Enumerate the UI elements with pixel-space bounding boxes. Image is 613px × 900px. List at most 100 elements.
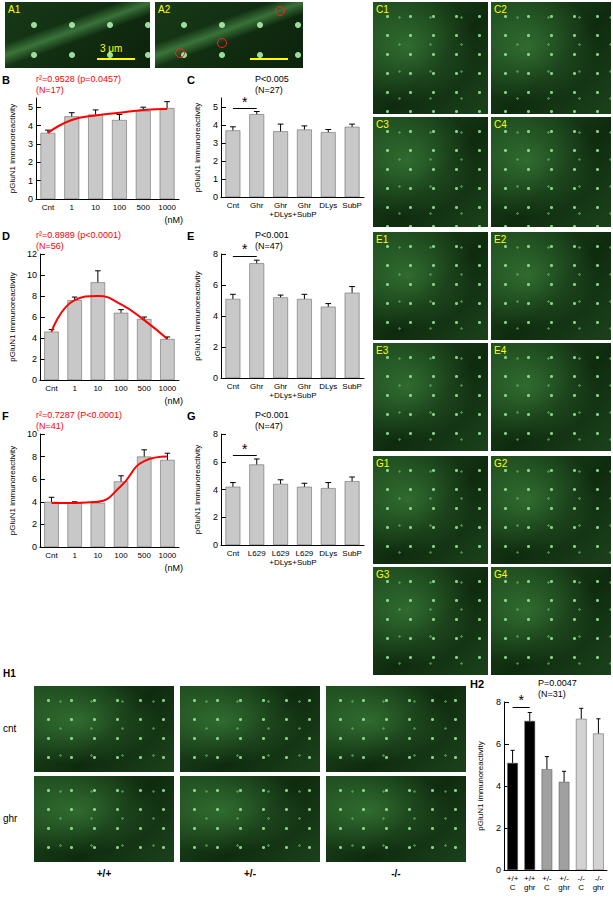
svg-text:Cnt: Cnt xyxy=(45,384,58,393)
svg-text:6: 6 xyxy=(32,312,37,322)
svg-text:Cnt: Cnt xyxy=(227,382,240,391)
svg-text:3: 3 xyxy=(213,138,218,148)
svg-text:*: * xyxy=(242,94,248,110)
svg-text:10: 10 xyxy=(27,429,37,439)
svg-text:Ghr: Ghr xyxy=(274,382,288,391)
svg-text:(N=27): (N=27) xyxy=(255,85,283,95)
svg-text:2: 2 xyxy=(28,157,33,167)
svg-text:L629: L629 xyxy=(296,549,314,558)
svg-text:+DLys: +DLys xyxy=(269,558,292,567)
svg-text:1000: 1000 xyxy=(159,551,177,560)
svg-text:10: 10 xyxy=(93,384,102,393)
svg-text:Cnt: Cnt xyxy=(227,201,240,210)
svg-text:pGluN1 immunoreactivity: pGluN1 immunoreactivity xyxy=(193,445,202,534)
svg-text:L629: L629 xyxy=(248,549,266,558)
svg-text:ghr: ghr xyxy=(524,883,536,892)
svg-text:r²=0.8989 (p<0.0001): r²=0.8989 (p<0.0001) xyxy=(36,230,121,240)
svg-text:1000: 1000 xyxy=(158,203,176,212)
svg-text:L629: L629 xyxy=(272,549,290,558)
svg-text:Ghr: Ghr xyxy=(250,201,264,210)
svg-text:2: 2 xyxy=(32,519,37,529)
svg-text:Ghr: Ghr xyxy=(274,201,288,210)
svg-text:Ghr: Ghr xyxy=(298,201,312,210)
svg-text:5: 5 xyxy=(28,102,33,112)
svg-text:1: 1 xyxy=(72,551,77,560)
svg-text:pGluN1 immunoreactivity: pGluN1 immunoreactivity xyxy=(193,271,202,360)
svg-text:G: G xyxy=(187,410,196,422)
svg-text:Cnt: Cnt xyxy=(45,551,58,560)
svg-text:2: 2 xyxy=(496,823,501,833)
svg-text:0: 0 xyxy=(213,540,218,550)
svg-text:3: 3 xyxy=(28,139,33,149)
svg-text:*: * xyxy=(242,241,248,257)
svg-text:10: 10 xyxy=(93,551,102,560)
svg-text:6: 6 xyxy=(32,474,37,484)
svg-text:C: C xyxy=(510,883,516,892)
svg-text:0: 0 xyxy=(213,192,218,202)
svg-text:0: 0 xyxy=(28,194,33,204)
svg-text:(N=47): (N=47) xyxy=(255,241,283,251)
svg-text:-/-: -/- xyxy=(595,874,603,883)
svg-text:(nM): (nM) xyxy=(165,396,184,406)
svg-text:10: 10 xyxy=(91,203,100,212)
svg-text:pGluN1 immunoreactivity: pGluN1 immunoreactivity xyxy=(193,103,202,192)
svg-text:*: * xyxy=(242,441,248,457)
svg-text:B: B xyxy=(2,74,10,86)
svg-text:-/-: -/- xyxy=(577,874,585,883)
svg-text:4: 4 xyxy=(213,311,218,321)
svg-text:(nM): (nM) xyxy=(165,563,184,573)
svg-text:Cnt: Cnt xyxy=(227,549,240,558)
svg-text:8: 8 xyxy=(32,291,37,301)
svg-text:1: 1 xyxy=(70,203,75,212)
svg-text:0: 0 xyxy=(213,373,218,383)
svg-text:C: C xyxy=(187,74,195,86)
svg-text:0: 0 xyxy=(32,375,37,385)
svg-text:4: 4 xyxy=(28,121,33,131)
svg-text:pGluN1 immunoreactivity: pGluN1 immunoreactivity xyxy=(8,446,17,535)
svg-text:500: 500 xyxy=(138,384,152,393)
svg-text:Ghr: Ghr xyxy=(250,382,264,391)
svg-text:pGluN1 immunoreactivity: pGluN1 immunoreactivity xyxy=(8,104,17,193)
svg-text:1: 1 xyxy=(213,174,218,184)
svg-text:8: 8 xyxy=(213,249,218,259)
svg-text:4: 4 xyxy=(32,333,37,343)
svg-text:8: 8 xyxy=(32,452,37,462)
svg-text:+/+: +/+ xyxy=(507,874,519,883)
svg-text:Cnt: Cnt xyxy=(42,203,55,212)
svg-text:+/-: +/- xyxy=(559,874,569,883)
svg-text:+SubP: +SubP xyxy=(292,391,316,400)
svg-text:100: 100 xyxy=(113,203,127,212)
svg-text:*: * xyxy=(518,692,524,708)
svg-text:8: 8 xyxy=(496,697,501,707)
svg-text:C: C xyxy=(578,883,584,892)
svg-text:E: E xyxy=(187,230,194,242)
svg-text:ghr: ghr xyxy=(558,883,570,892)
svg-text:10: 10 xyxy=(27,270,37,280)
svg-text:8: 8 xyxy=(213,429,218,439)
svg-text:+/-: +/- xyxy=(542,874,552,883)
svg-text:F: F xyxy=(2,410,9,422)
svg-text:H2: H2 xyxy=(470,678,484,690)
svg-text:0: 0 xyxy=(496,865,501,875)
svg-text:2: 2 xyxy=(213,512,218,522)
svg-text:100: 100 xyxy=(114,384,128,393)
svg-text:500: 500 xyxy=(138,551,152,560)
svg-text:(N=56): (N=56) xyxy=(36,241,64,251)
svg-text:SubP: SubP xyxy=(342,382,362,391)
svg-text:(N=47): (N=47) xyxy=(255,421,283,431)
svg-text:ghr: ghr xyxy=(593,883,605,892)
svg-text:1000: 1000 xyxy=(159,384,177,393)
svg-text:Ghr: Ghr xyxy=(298,382,312,391)
svg-text:6: 6 xyxy=(213,280,218,290)
svg-text:SubP: SubP xyxy=(342,549,362,558)
svg-text:1: 1 xyxy=(72,384,77,393)
svg-text:(N=41): (N=41) xyxy=(36,421,64,431)
svg-text:1: 1 xyxy=(28,176,33,186)
svg-text:2: 2 xyxy=(213,156,218,166)
svg-text:SubP: SubP xyxy=(342,201,362,210)
svg-text:+DLys: +DLys xyxy=(269,391,292,400)
svg-text:4: 4 xyxy=(496,781,501,791)
svg-text:DLys: DLys xyxy=(319,382,337,391)
svg-text:r²=0.7287 (P<0.0001): r²=0.7287 (P<0.0001) xyxy=(36,410,122,420)
svg-text:4: 4 xyxy=(32,497,37,507)
